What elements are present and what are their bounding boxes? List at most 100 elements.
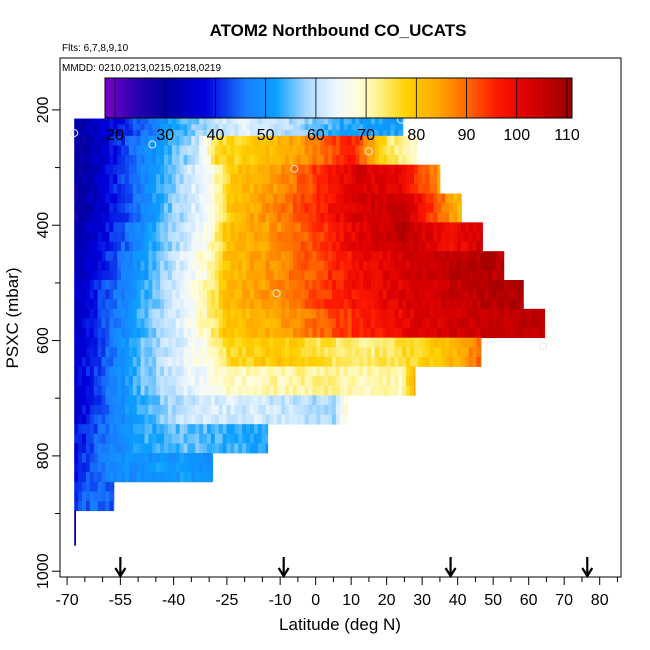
heat-cell	[152, 395, 157, 406]
heat-cell	[249, 260, 255, 271]
heat-cell	[371, 260, 376, 271]
heat-cell	[128, 193, 134, 204]
heat-cell	[167, 203, 173, 214]
heat-cell	[515, 289, 520, 300]
heat-cell	[132, 118, 138, 125]
heat-cell	[222, 280, 227, 291]
heat-cell	[285, 347, 290, 358]
heat-cell	[105, 443, 110, 454]
heat-cell	[97, 481, 102, 492]
heat-cell	[519, 308, 524, 319]
heat-cell	[386, 203, 391, 214]
heat-band	[74, 395, 349, 425]
heat-cell	[117, 443, 122, 454]
heat-cell	[398, 270, 403, 281]
heat-cell	[175, 124, 181, 131]
heat-cell	[378, 193, 384, 204]
heat-cell	[378, 356, 384, 367]
heat-cell	[238, 289, 243, 300]
heat-cell	[148, 193, 153, 204]
heat-cell	[363, 337, 368, 348]
heat-cell	[195, 424, 200, 435]
heat-cell	[179, 260, 184, 271]
heat-cell	[249, 404, 255, 415]
heat-cell	[257, 318, 263, 329]
heat-cell	[378, 164, 384, 175]
heat-cell	[261, 251, 266, 262]
heat-cell	[261, 395, 266, 406]
heat-cell	[511, 289, 516, 300]
heat-cell	[289, 337, 294, 348]
heat-cell	[394, 308, 399, 319]
heat-cell	[398, 318, 403, 329]
heat-cell	[89, 124, 95, 131]
heat-cell	[101, 376, 106, 387]
heat-cell	[78, 145, 83, 156]
heat-cell	[292, 280, 298, 291]
heat-cell	[464, 299, 470, 310]
heat-cell	[484, 308, 489, 319]
heat-cell	[230, 414, 235, 425]
heat-cell	[363, 118, 368, 125]
heat-cell	[124, 118, 130, 125]
heat-cell	[195, 183, 200, 194]
heat-cell	[89, 318, 95, 329]
heat-cell	[414, 164, 419, 175]
heat-cell	[265, 404, 270, 415]
heat-cell	[160, 174, 165, 185]
heat-cell	[214, 183, 220, 194]
heat-cell	[292, 270, 298, 281]
heat-cell	[105, 385, 110, 396]
heat-cell	[117, 270, 122, 281]
heat-cell	[191, 337, 196, 348]
heat-cell	[113, 280, 118, 291]
heat-cell	[406, 241, 411, 252]
heat-cell	[460, 260, 466, 271]
heat-cell	[238, 174, 243, 185]
heat-cell	[460, 347, 466, 358]
heat-cell	[160, 203, 165, 214]
heat-cell	[394, 328, 399, 339]
heat-cell	[156, 135, 161, 146]
heat-cell	[230, 251, 235, 262]
heat-band	[74, 280, 524, 310]
heat-cell	[312, 376, 317, 387]
heat-cell	[140, 241, 145, 252]
heat-cell	[238, 347, 243, 358]
heat-cell	[74, 491, 79, 502]
heat-cell	[109, 183, 114, 194]
heat-cell	[85, 414, 91, 425]
heat-cell	[343, 231, 349, 242]
heat-cell	[167, 212, 173, 223]
heat-cell	[226, 203, 231, 214]
heat-cell	[355, 118, 360, 125]
heat-cell	[191, 289, 196, 300]
heat-cell	[343, 308, 349, 319]
heat-cell	[382, 118, 388, 125]
heat-cell	[316, 231, 321, 242]
heat-cell	[261, 164, 266, 175]
heat-cell	[339, 260, 345, 271]
heat-cell	[218, 241, 224, 252]
heat-cell	[378, 130, 384, 137]
heat-cell	[316, 366, 321, 377]
heat-cell	[339, 385, 345, 396]
heat-cell	[136, 472, 141, 483]
heat-cell	[335, 308, 341, 319]
heat-cell	[97, 308, 102, 319]
heat-cell	[335, 356, 341, 367]
heat-cell	[296, 212, 302, 223]
heat-cell	[164, 135, 169, 146]
heat-cell	[74, 501, 79, 512]
heat-cell	[402, 308, 407, 319]
heat-cell	[269, 414, 274, 425]
colorbar-tick-label: 60	[307, 127, 325, 144]
heat-cell	[324, 203, 329, 214]
heat-cell	[351, 366, 356, 377]
heat-cell	[331, 280, 337, 291]
heat-cell	[296, 385, 302, 396]
heat-cell	[339, 328, 345, 339]
heat-cell	[421, 241, 427, 252]
heat-cell	[324, 328, 329, 339]
